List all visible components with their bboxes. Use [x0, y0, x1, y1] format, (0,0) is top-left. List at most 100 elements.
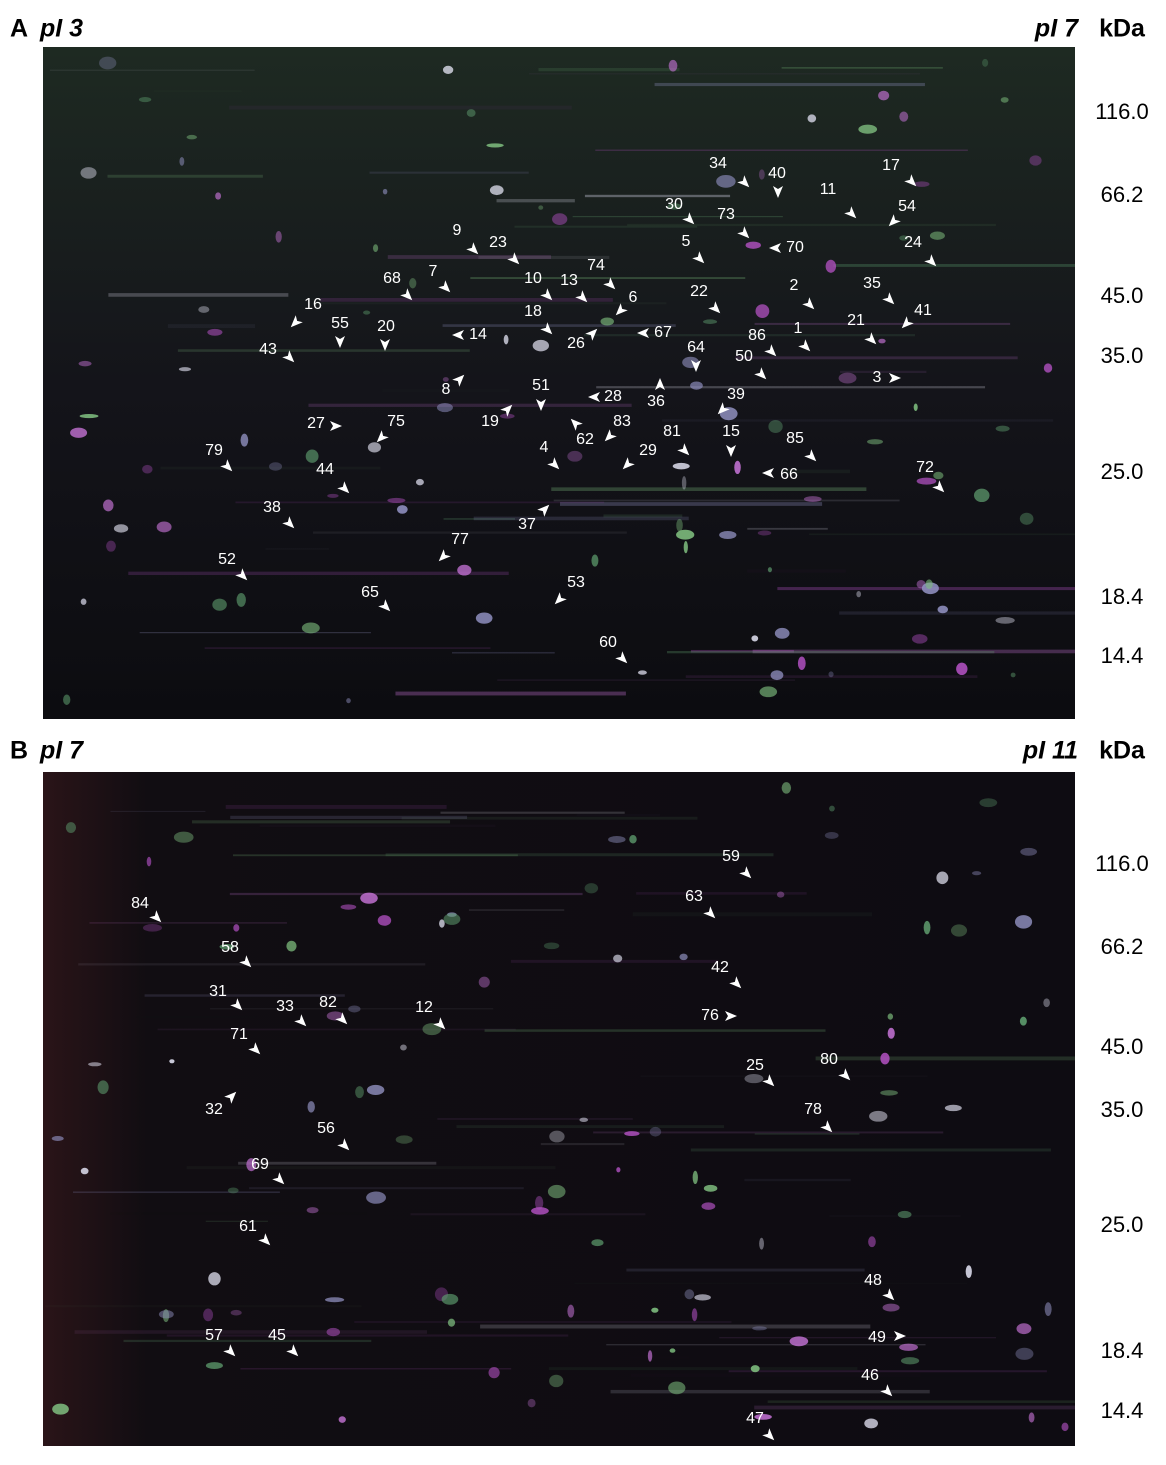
gel-streak: [754, 322, 1011, 325]
gel-spot: [552, 213, 568, 225]
gel-spot: [547, 1184, 566, 1199]
gel-streak: [468, 909, 565, 911]
gel-streak: [128, 571, 509, 576]
gel-streak: [204, 647, 491, 649]
gel-spot: [758, 169, 765, 180]
gel-spot: [442, 65, 454, 74]
gel-spot: [327, 493, 339, 498]
spot-label: 41: [914, 302, 932, 319]
gel-streak: [497, 679, 796, 682]
gel-spot: [1043, 998, 1050, 1008]
spot-arrow: [762, 1074, 775, 1087]
spot-arrow: [536, 399, 546, 411]
spot-label: 48: [864, 1272, 882, 1289]
gel-streak: [529, 73, 921, 75]
gel-spot: [995, 425, 1010, 432]
mw-marker: 35.0: [1101, 343, 1144, 368]
spot-arrow: [904, 174, 917, 187]
gel-streak: [160, 466, 381, 470]
spot-arrow: [337, 481, 350, 494]
spot-arrow: [637, 328, 649, 338]
spot-arrow: [739, 866, 752, 879]
spot-arrow: [438, 549, 451, 562]
spot-label: 3: [873, 369, 882, 386]
mw-marker: 45.0: [1101, 283, 1144, 308]
gel-spot: [233, 924, 240, 932]
gel-spot: [672, 462, 690, 470]
gel-spot: [52, 1403, 69, 1415]
gel-streak: [584, 334, 916, 337]
gel-streak: [249, 1187, 524, 1190]
gel-spot: [995, 616, 1015, 624]
gel-streak: [574, 1283, 967, 1284]
gel-spot: [972, 871, 982, 876]
gel-spot: [774, 627, 790, 639]
mw-marker: 116.0: [1095, 99, 1148, 124]
gel-spot: [179, 157, 185, 166]
pi-right: pI 11: [1022, 737, 1078, 765]
gel-streak: [225, 804, 447, 809]
gel-streak: [478, 255, 610, 260]
spot-label: 51: [532, 377, 550, 394]
spot-arrow: [235, 568, 248, 581]
gel-spot: [900, 1357, 920, 1365]
spot-arrow: [466, 242, 479, 255]
gel-spot: [97, 1080, 109, 1095]
gel-spot: [439, 919, 445, 928]
gel-spot: [807, 114, 817, 123]
gel-streak: [265, 548, 329, 550]
spot-arrow: [804, 449, 817, 462]
gel-spot: [676, 518, 683, 532]
gel-spot: [899, 235, 909, 241]
gel-spot: [527, 1398, 536, 1408]
gel-spot: [651, 1307, 659, 1313]
gel-spot: [212, 598, 227, 611]
gel-spot: [982, 58, 989, 67]
gel-streak: [123, 1339, 372, 1343]
gel-streak: [754, 1405, 1075, 1410]
spot-label: 22: [690, 283, 708, 300]
gel-streak: [230, 815, 468, 820]
spot-label: 69: [251, 1156, 269, 1173]
spot-label: 46: [861, 1367, 879, 1384]
gel-spot: [579, 1117, 589, 1123]
gel-spot: [306, 1207, 319, 1214]
spot-arrow: [729, 976, 742, 989]
gel-streak: [442, 324, 676, 327]
spot-label: 81: [663, 423, 681, 440]
gel-spot: [629, 834, 637, 844]
gel-streak: [229, 892, 583, 896]
gel-streak: [73, 1191, 280, 1194]
gel-spot: [828, 671, 834, 678]
gel-streak: [640, 1075, 927, 1077]
gel-spot: [751, 635, 759, 642]
gel-streak: [327, 1095, 639, 1097]
gel-streak: [166, 1334, 569, 1337]
gel-spot: [158, 1310, 174, 1319]
spot-arrow: [798, 339, 811, 352]
gel-spot: [409, 278, 417, 289]
gel-spot: [1061, 1422, 1069, 1432]
gel-spot: [690, 381, 703, 390]
gel-streak: [473, 516, 689, 521]
mw-marker: 66.2: [1101, 182, 1144, 207]
gel-spot: [387, 497, 406, 503]
gel-spot: [754, 1414, 772, 1420]
gel-streak: [456, 1125, 725, 1129]
gel-spot: [186, 134, 198, 140]
gel-spot: [803, 496, 822, 502]
gel-spot: [246, 1158, 257, 1172]
gel-streak: [540, 1143, 625, 1146]
gel-streak: [654, 82, 925, 87]
gel-streak: [744, 1178, 851, 1182]
spot-arrow: [615, 303, 628, 316]
gel-spot: [156, 521, 172, 533]
gel-spot: [532, 339, 549, 352]
gel-streak: [238, 1161, 437, 1165]
spot-label: 78: [804, 1101, 822, 1118]
gel-spot: [882, 1303, 900, 1312]
spot-label: 4: [540, 439, 549, 456]
gel-streak: [833, 264, 1075, 267]
spot-label: 49: [868, 1329, 886, 1346]
spot-arrow: [864, 332, 877, 345]
